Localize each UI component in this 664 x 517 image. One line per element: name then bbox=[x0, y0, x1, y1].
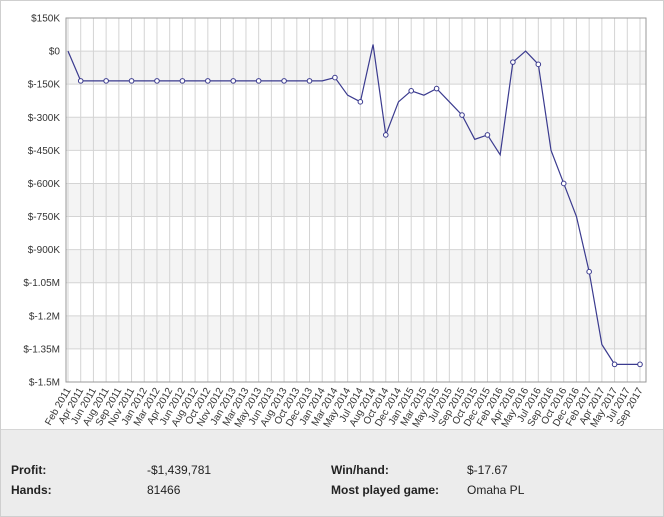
plot-band bbox=[66, 117, 646, 151]
profit-line bbox=[67, 44, 640, 365]
y-tick-label: $-450K bbox=[28, 146, 61, 157]
plot-band bbox=[66, 183, 646, 217]
point-marker bbox=[281, 78, 287, 84]
point-marker bbox=[255, 78, 262, 84]
point-marker bbox=[459, 112, 465, 118]
point-marker bbox=[382, 132, 389, 138]
stat-value: -$1,439,781 bbox=[147, 463, 212, 477]
point-marker bbox=[357, 99, 364, 105]
stat-value: 81466 bbox=[147, 483, 181, 497]
plot-border bbox=[65, 17, 647, 383]
y-tick-label: $-300K bbox=[28, 113, 61, 124]
stat-label: Win/hand: bbox=[331, 463, 389, 477]
point-marker bbox=[433, 85, 440, 92]
stats-table: Profit: -$1,439,781 Win/hand: $-17.67 Hands… bbox=[11, 460, 524, 500]
point-marker bbox=[586, 268, 592, 275]
point-marker bbox=[560, 180, 567, 187]
point-marker bbox=[179, 78, 186, 84]
y-tick-label: $-900K bbox=[28, 245, 61, 256]
y-tick-label: $150K bbox=[31, 14, 60, 25]
y-tick-label: $-600K bbox=[28, 179, 61, 190]
point-marker bbox=[510, 59, 516, 65]
stat-label: Profit: bbox=[11, 463, 47, 477]
plot-band bbox=[66, 51, 646, 85]
point-marker bbox=[332, 74, 338, 81]
stat-label: Most played game: bbox=[331, 483, 440, 497]
stat-label: Hands: bbox=[11, 483, 52, 497]
y-tick-label: $-1.35M bbox=[23, 344, 60, 355]
point-marker bbox=[306, 78, 313, 84]
y-tick-label: $0 bbox=[49, 47, 61, 58]
point-marker bbox=[154, 78, 160, 84]
stats-panel: Profit: -$1,439,781 Win/hand: $-17.67 Hands… bbox=[1, 429, 663, 516]
point-marker bbox=[103, 78, 109, 84]
point-marker bbox=[611, 361, 618, 368]
point-marker bbox=[230, 78, 237, 84]
plot-band bbox=[66, 315, 646, 349]
point-marker bbox=[77, 78, 84, 84]
y-tick-label: $-750K bbox=[28, 212, 61, 223]
point-marker bbox=[205, 78, 211, 84]
stat-value: $-17.67 bbox=[467, 463, 508, 477]
chart: $150K $0 $-150K $-300K $-450K $-600K $-750K $-9… bbox=[23, 14, 647, 430]
y-tick-label: $-1.5M bbox=[29, 378, 60, 389]
point-marker bbox=[408, 88, 415, 94]
plot-band bbox=[66, 249, 646, 283]
y-tick-label: $-150K bbox=[28, 80, 61, 91]
point-marker bbox=[535, 61, 542, 68]
point-marker bbox=[484, 132, 491, 138]
point-marker bbox=[128, 78, 135, 84]
stat-value: Omaha PL bbox=[467, 483, 525, 497]
y-tick-label: $-1.2M bbox=[29, 311, 60, 322]
y-tick-label: $-1.05M bbox=[23, 278, 60, 289]
point-marker bbox=[637, 361, 643, 368]
